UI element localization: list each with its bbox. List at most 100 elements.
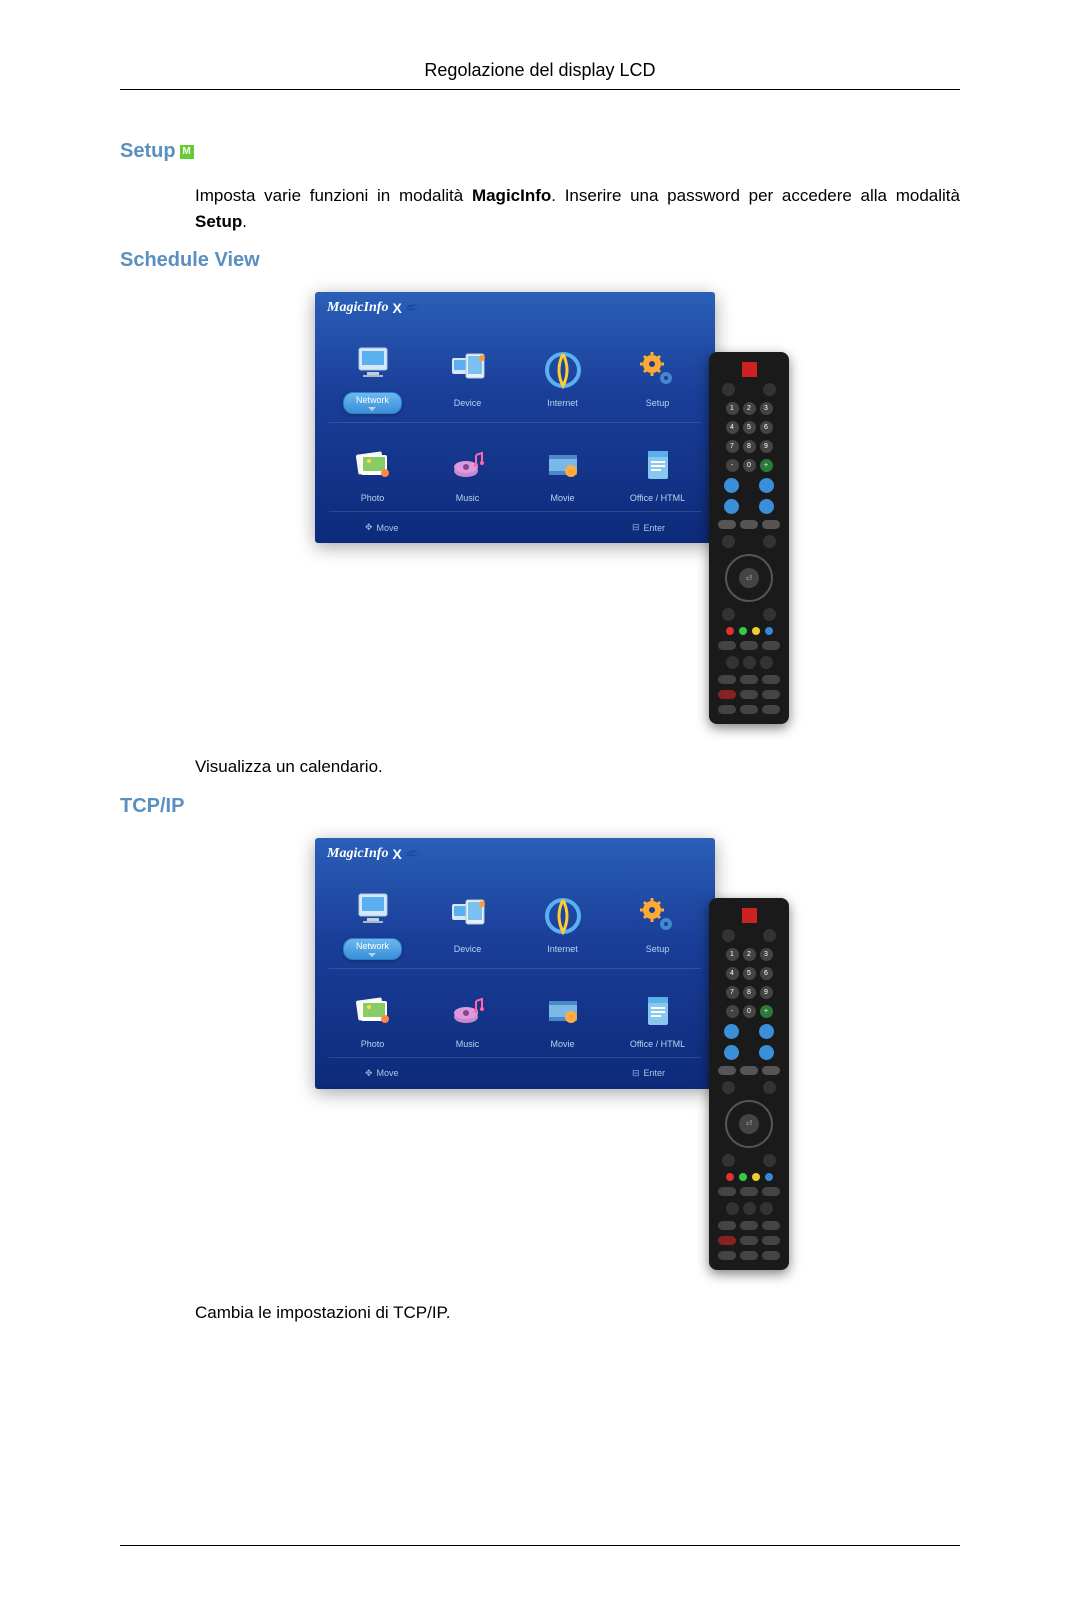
remote-oval[interactable] <box>718 1221 736 1230</box>
remote-btn[interactable] <box>763 383 776 396</box>
remote-green-btn[interactable] <box>739 1173 747 1181</box>
remote-btn-dash[interactable]: - <box>726 1005 739 1018</box>
remote-vol[interactable] <box>724 1024 739 1039</box>
remote-btn-dash[interactable]: - <box>726 459 739 472</box>
remote-vol-dn[interactable] <box>724 1045 739 1060</box>
remote-oval[interactable] <box>762 1221 780 1230</box>
remote-oval[interactable] <box>740 675 758 684</box>
tile-music-2[interactable]: Music <box>420 981 515 1055</box>
tile-network[interactable]: Network <box>325 334 420 420</box>
remote-num-2[interactable]: 2 <box>743 948 756 961</box>
remote-num-3[interactable]: 3 <box>760 402 773 415</box>
remote-oval[interactable] <box>762 1187 780 1196</box>
remote-btn[interactable] <box>743 656 756 669</box>
remote-num-3[interactable]: 3 <box>760 948 773 961</box>
remote-power-btn[interactable] <box>742 362 757 377</box>
tile-music[interactable]: Music <box>420 435 515 509</box>
tile-photo-2[interactable]: Photo <box>325 981 420 1055</box>
remote-btn[interactable] <box>743 1202 756 1215</box>
remote-btn[interactable] <box>722 383 735 396</box>
remote-btn-plus[interactable]: + <box>760 1005 773 1018</box>
remote-blue-btn[interactable] <box>765 1173 773 1181</box>
remote-ch[interactable] <box>759 1024 774 1039</box>
remote-btn[interactable] <box>726 656 739 669</box>
remote-oval[interactable] <box>740 1236 758 1245</box>
remote-oval[interactable] <box>762 675 780 684</box>
remote-num-7[interactable]: 7 <box>726 986 739 999</box>
tile-setup[interactable]: Setup <box>610 334 705 420</box>
remote-btn[interactable] <box>763 608 776 621</box>
remote-red-btn[interactable] <box>726 627 734 635</box>
remote-pill[interactable] <box>740 1066 758 1075</box>
remote-oval[interactable] <box>718 1187 736 1196</box>
remote-oval[interactable] <box>762 1236 780 1245</box>
remote-btn-plus[interactable]: + <box>760 459 773 472</box>
remote-oval[interactable] <box>718 1236 736 1245</box>
remote-num-2[interactable]: 2 <box>743 402 756 415</box>
tile-device-2[interactable]: Device <box>420 880 515 966</box>
remote-num-5[interactable]: 5 <box>743 967 756 980</box>
remote-num-5[interactable]: 5 <box>743 421 756 434</box>
remote-btn[interactable] <box>763 535 776 548</box>
remote-yellow-btn[interactable] <box>752 627 760 635</box>
remote-oval[interactable] <box>740 641 758 650</box>
remote-btn[interactable] <box>760 1202 773 1215</box>
remote-vol[interactable] <box>724 478 739 493</box>
remote-num-1[interactable]: 1 <box>726 402 739 415</box>
tile-internet[interactable]: Internet <box>515 334 610 420</box>
remote-num-4[interactable]: 4 <box>726 421 739 434</box>
remote-pill[interactable] <box>762 520 780 529</box>
remote-oval[interactable] <box>740 1221 758 1230</box>
remote-pill[interactable] <box>740 520 758 529</box>
remote-btn[interactable] <box>722 929 735 942</box>
remote-num-8[interactable]: 8 <box>743 440 756 453</box>
remote-btn[interactable] <box>763 1154 776 1167</box>
tile-office-2[interactable]: Office / HTML <box>610 981 705 1055</box>
remote-num-0[interactable]: 0 <box>743 459 756 472</box>
remote-ch[interactable] <box>759 478 774 493</box>
remote-oval[interactable] <box>740 1251 758 1260</box>
remote-enter-btn[interactable]: ⏎ <box>739 568 759 588</box>
remote-oval[interactable] <box>718 675 736 684</box>
tile-movie[interactable]: Movie <box>515 435 610 509</box>
remote-oval[interactable] <box>718 641 736 650</box>
remote-blue-btn[interactable] <box>765 627 773 635</box>
tile-photo[interactable]: Photo <box>325 435 420 509</box>
remote-btn[interactable] <box>763 929 776 942</box>
remote-num-6[interactable]: 6 <box>760 421 773 434</box>
remote-green-btn[interactable] <box>739 627 747 635</box>
tile-network-2[interactable]: Network <box>325 880 420 966</box>
remote-num-4[interactable]: 4 <box>726 967 739 980</box>
tile-movie-2[interactable]: Movie <box>515 981 610 1055</box>
tile-setup-2[interactable]: Setup <box>610 880 705 966</box>
remote-btn[interactable] <box>760 656 773 669</box>
remote-num-6[interactable]: 6 <box>760 967 773 980</box>
remote-oval[interactable] <box>740 690 758 699</box>
remote-vol-dn[interactable] <box>724 499 739 514</box>
remote-btn[interactable] <box>722 1154 735 1167</box>
remote-red-btn[interactable] <box>726 1173 734 1181</box>
remote-num-9[interactable]: 9 <box>760 440 773 453</box>
remote-dpad[interactable]: ⏎ <box>725 554 773 602</box>
remote-yellow-btn[interactable] <box>752 1173 760 1181</box>
remote-num-1[interactable]: 1 <box>726 948 739 961</box>
remote-num-9[interactable]: 9 <box>760 986 773 999</box>
remote-oval[interactable] <box>762 705 780 714</box>
remote-num-8[interactable]: 8 <box>743 986 756 999</box>
remote-num-7[interactable]: 7 <box>726 440 739 453</box>
remote-pill[interactable] <box>718 520 736 529</box>
remote-num-0[interactable]: 0 <box>743 1005 756 1018</box>
remote-oval[interactable] <box>762 690 780 699</box>
remote-oval[interactable] <box>718 690 736 699</box>
remote-oval[interactable] <box>740 705 758 714</box>
remote-oval[interactable] <box>718 705 736 714</box>
remote-btn[interactable] <box>763 1081 776 1094</box>
remote-btn[interactable] <box>726 1202 739 1215</box>
remote-btn[interactable] <box>722 608 735 621</box>
remote-oval[interactable] <box>718 1251 736 1260</box>
remote-ch-dn[interactable] <box>759 499 774 514</box>
remote-oval[interactable] <box>740 1187 758 1196</box>
remote-btn[interactable] <box>722 1081 735 1094</box>
remote-pill[interactable] <box>718 1066 736 1075</box>
tile-device[interactable]: Device <box>420 334 515 420</box>
